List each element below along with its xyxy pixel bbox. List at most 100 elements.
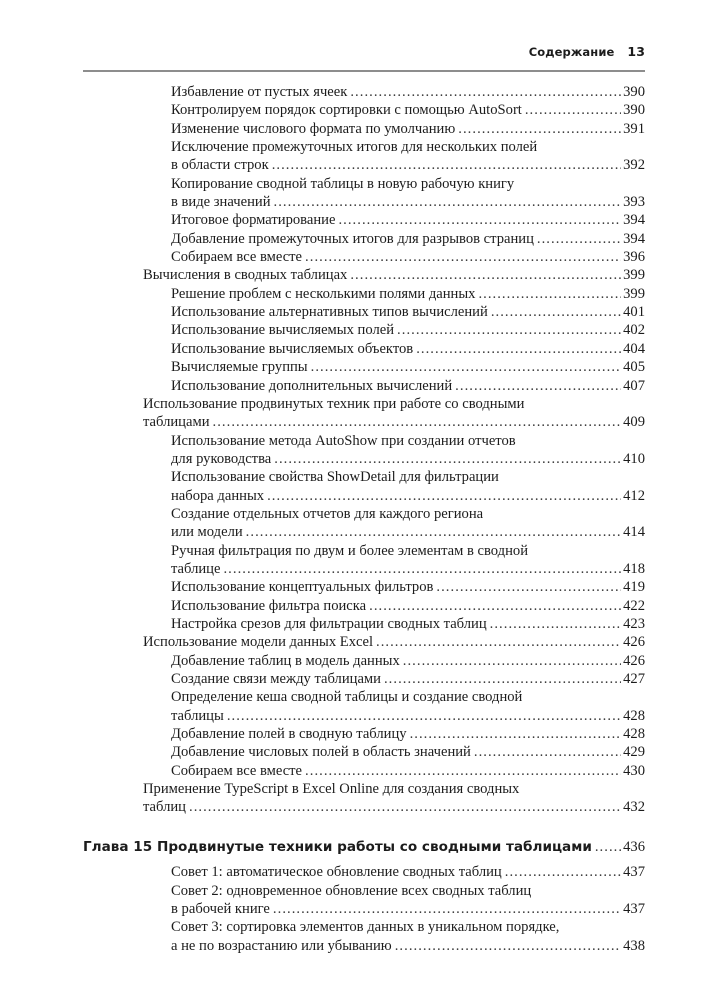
toc-entry-title: Добавление числовых полей в область знач… [171, 744, 471, 761]
toc-entry-line: набора данных 412 [171, 487, 645, 505]
toc-entry-page-number: 430 [623, 762, 645, 779]
toc-entry-page-number: 390 [623, 102, 645, 119]
toc-entry[interactable]: Настройка срезов для фильтрации сводных … [83, 615, 645, 633]
toc-entry-line: Определение кеша сводной таблицы и созда… [171, 688, 645, 706]
toc-entry-line: Решение проблем с несколькими полями дан… [171, 285, 645, 303]
dot-leader [397, 321, 621, 339]
toc-entry[interactable]: Использование альтернативных типов вычис… [83, 303, 645, 321]
toc-entry[interactable]: Контролируем порядок сортировки с помощь… [83, 101, 645, 119]
dot-leader [274, 450, 621, 468]
toc-entry-line: для руководства 410 [171, 450, 645, 468]
toc-entry[interactable]: Совет 1: автоматическое обновление сводн… [83, 863, 645, 881]
toc-entry[interactable]: Решение проблем с несколькими полями дан… [83, 285, 645, 303]
toc-entry-line: Копирование сводной таблицы в новую рабо… [171, 175, 645, 193]
toc-entry-title: набора данных [171, 487, 265, 504]
toc-entry-title: Использование модели данных Excel [143, 634, 374, 651]
toc-entry-line: или модели 414 [171, 523, 645, 541]
dot-leader [490, 615, 621, 633]
toc-entry-line: таблицами 409 [143, 413, 645, 431]
toc-entry[interactable]: Добавление полей в сводную таблицу 428 [83, 725, 645, 743]
toc-entry[interactable]: Вычисления в сводных таблицах 399 [83, 266, 645, 284]
toc-entry-title: в области строк [171, 157, 269, 174]
toc-entry-line: Использование концептуальных фильтров 419 [171, 578, 645, 596]
toc-entry[interactable]: Совет 2: одновременное обновление всех с… [83, 882, 645, 919]
toc-entry-line: Использование метода AutoShow при создан… [171, 432, 645, 450]
dot-leader [227, 707, 621, 725]
toc-entry[interactable]: Использование свойства ShowDetail для фи… [83, 468, 645, 505]
toc-entry-line: Использование дополнительных вычислений 4… [171, 377, 645, 395]
toc-entry[interactable]: Копирование сводной таблицы в новую рабо… [83, 175, 645, 212]
dot-leader [350, 266, 621, 284]
toc-entry[interactable]: Итоговое форматирование 394 [83, 211, 645, 229]
toc-entry-line: Итоговое форматирование 394 [171, 211, 645, 229]
toc-entry-line: Использование продвинутых техник при раб… [143, 395, 645, 413]
toc-entry[interactable]: Использование концептуальных фильтров 419 [83, 578, 645, 596]
header-rule [83, 70, 645, 72]
toc-entry[interactable]: Определение кеша сводной таблицы и созда… [83, 688, 645, 725]
toc-entry[interactable]: Использование вычисляемых полей 402 [83, 321, 645, 339]
dot-leader [537, 230, 621, 248]
toc-entry-title: Создание отдельных отчетов для каждого р… [171, 505, 484, 522]
toc-entry[interactable]: Использование модели данных Excel 426 [83, 633, 645, 651]
dot-leader [376, 633, 621, 651]
toc-entry-title: Совет 1: автоматическое обновление сводн… [171, 864, 502, 881]
toc-entry-line: таблицы 428 [171, 707, 645, 725]
dot-leader [595, 838, 621, 857]
toc-entry-page-number: 390 [623, 84, 645, 100]
toc-entry[interactable]: Собираем все вместе 396 [83, 248, 645, 266]
toc-entry[interactable]: Ручная фильтрация по двум и более элемен… [83, 542, 645, 579]
toc-entry[interactable]: Добавление таблиц в модель данных 426 [83, 652, 645, 670]
toc-entry[interactable]: Использование метода AutoShow при создан… [83, 432, 645, 469]
toc-entry-line: Использование фильтра поиска 422 [171, 597, 645, 615]
toc-entry-line: Добавление промежуточных итогов для разр… [171, 230, 645, 248]
toc-entry[interactable]: Изменение числового формата по умолчанию… [83, 120, 645, 138]
toc-entry[interactable]: Собираем все вместе 430 [83, 762, 645, 780]
toc-entry[interactable]: Использование дополнительных вычислений 4… [83, 377, 645, 395]
toc-entry-page-number: 409 [623, 414, 645, 431]
dot-leader [436, 578, 621, 596]
toc-entry-line: в области строк 392 [171, 156, 645, 174]
toc-entry-title: Совет 3: сортировка элементов данных в у… [171, 919, 560, 936]
toc-entry[interactable]: Создание отдельных отчетов для каждого р… [83, 505, 645, 542]
dot-leader [403, 652, 621, 670]
toc-entry-page-number: 428 [623, 726, 645, 743]
dot-leader [384, 670, 621, 688]
toc-entry[interactable]: Использование фильтра поиска 422 [83, 597, 645, 615]
toc-entry[interactable]: Использование вычисляемых объектов 404 [83, 340, 645, 358]
toc-entry[interactable]: Добавление промежуточных итогов для разр… [83, 230, 645, 248]
toc-entry-page-number: 437 [623, 864, 645, 881]
toc-entry-title: Использование вычисляемых объектов [171, 340, 414, 357]
toc-entry-title: Определение кеша сводной таблицы и созда… [171, 689, 523, 706]
toc-entry[interactable]: Применение TypeScript в Excel Online для… [83, 780, 645, 817]
dot-leader [455, 377, 621, 395]
toc-entry-line: Добавление таблиц в модель данных 426 [171, 652, 645, 670]
toc-entry[interactable]: Создание связи между таблицами 427 [83, 670, 645, 688]
toc-chapter-entry[interactable]: Глава 15 Продвинутые техники работы со с… [83, 838, 645, 857]
toc-entry[interactable]: Добавление числовых полей в область знач… [83, 743, 645, 761]
table-of-contents: Избавление от пустых ячеек 390 Контролируе… [83, 83, 645, 955]
toc-entry-title: Совет 2: одновременное обновление всех с… [171, 882, 532, 899]
dot-leader [338, 211, 621, 229]
toc-entry-line: Ручная фильтрация по двум и более элемен… [171, 542, 645, 560]
toc-entry-line: Создание связи между таблицами 427 [171, 670, 645, 688]
toc-entry-title: таблиц [143, 799, 186, 816]
toc-entry-line: Собираем все вместе 430 [171, 762, 645, 780]
toc-entry-line: Глава 15 Продвинутые техники работы со с… [83, 838, 645, 857]
toc-entry-title: Собираем все вместе [171, 249, 303, 266]
toc-entry-title: Итоговое форматирование [171, 212, 336, 229]
dot-leader [474, 743, 621, 761]
toc-entry-line: Использование альтернативных типов вычис… [171, 303, 645, 321]
toc-entry[interactable]: Использование продвинутых техник при раб… [83, 395, 645, 432]
toc-entry[interactable]: Совет 3: сортировка элементов данных в у… [83, 918, 645, 955]
toc-entry-title: Создание связи между таблицами [171, 671, 381, 687]
toc-entry-page-number: 402 [623, 322, 645, 339]
toc-entry-title: в виде значений [171, 194, 271, 211]
toc-entry[interactable]: Избавление от пустых ячеек 390 [83, 83, 645, 101]
dot-leader [416, 340, 621, 358]
toc-entry-title: Контролируем порядок сортировки с помощь… [171, 102, 522, 119]
toc-entry-page-number: 432 [623, 799, 645, 816]
toc-entry-page-number: 414 [623, 524, 645, 541]
toc-entry[interactable]: Вычисляемые группы 405 [83, 358, 645, 376]
toc-entry-title: Применение TypeScript в Excel Online для… [143, 781, 520, 798]
toc-entry[interactable]: Исключение промежуточных итогов для неск… [83, 138, 645, 175]
